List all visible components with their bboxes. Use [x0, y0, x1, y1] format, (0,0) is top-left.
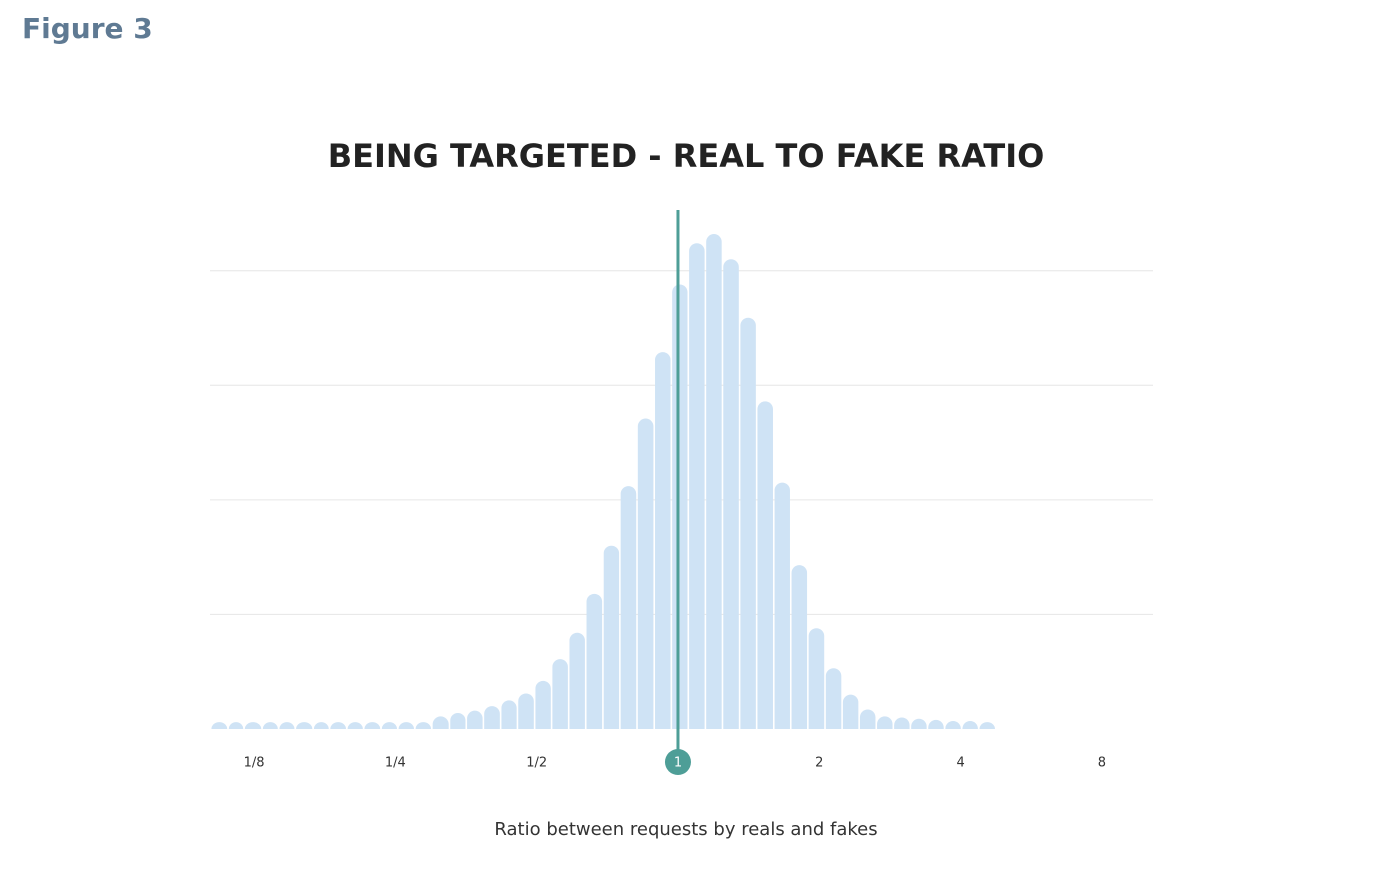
- bar: [552, 659, 568, 729]
- bar: [842, 694, 859, 729]
- bar: [757, 401, 773, 729]
- bar: [603, 545, 620, 729]
- bar: [313, 722, 329, 729]
- bar: [330, 722, 346, 729]
- bar: [945, 720, 961, 729]
- bar: [979, 722, 995, 729]
- bar: [569, 632, 585, 729]
- x-tick-label: 1/4: [385, 756, 406, 771]
- bar: [672, 284, 688, 729]
- bar: [228, 722, 244, 729]
- bar: [296, 722, 313, 729]
- x-tick-label: 1/8: [244, 756, 265, 771]
- bar: [364, 722, 381, 729]
- marker-dot: [664, 749, 691, 775]
- bar: [279, 722, 295, 729]
- bar: [723, 259, 739, 729]
- bar: [518, 693, 534, 729]
- x-tick-label: 4: [956, 756, 964, 771]
- chart-title: BEING TARGETED - REAL TO FAKE RATIO: [328, 137, 1045, 175]
- bar: [911, 718, 927, 729]
- bar: [689, 243, 705, 729]
- x-axis-label: Ratio between requests by reals and fake…: [494, 819, 877, 840]
- bar: [432, 716, 449, 729]
- bar: [655, 352, 671, 729]
- bar: [962, 720, 978, 729]
- bar: [535, 680, 551, 729]
- bar: [791, 565, 808, 729]
- x-tick-label: 1/2: [526, 756, 547, 771]
- bar: [894, 717, 910, 729]
- bar: [928, 719, 944, 729]
- bar: [415, 722, 432, 729]
- bar: [859, 709, 876, 729]
- bar: [398, 722, 414, 729]
- bar: [501, 700, 517, 729]
- bar: [825, 668, 842, 729]
- bar: [637, 418, 654, 729]
- bar: [450, 712, 466, 729]
- bar: [381, 722, 398, 729]
- bar: [347, 722, 363, 729]
- x-tick-label: 1: [674, 756, 682, 771]
- bar: [620, 486, 637, 729]
- bar: [774, 482, 790, 729]
- bar: [586, 593, 603, 729]
- bar: [262, 722, 278, 729]
- x-tick-label: 8: [1098, 756, 1106, 771]
- bar: [877, 716, 893, 729]
- bar: [244, 722, 262, 729]
- bar: [211, 722, 228, 729]
- x-tick-label: 2: [815, 756, 823, 771]
- bar: [740, 317, 756, 729]
- figure-label: Figure 3: [22, 12, 153, 45]
- bar: [808, 628, 825, 729]
- bar: [706, 234, 722, 729]
- bar: [484, 706, 500, 729]
- bar: [467, 710, 483, 729]
